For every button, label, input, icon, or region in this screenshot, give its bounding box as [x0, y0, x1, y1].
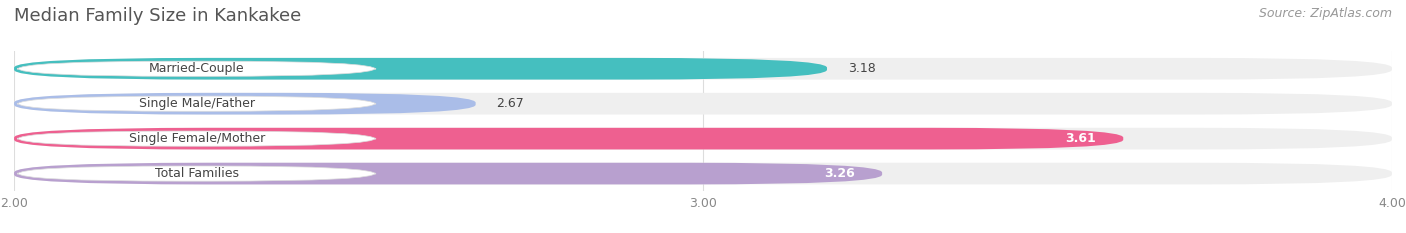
Text: 3.61: 3.61: [1064, 132, 1095, 145]
FancyBboxPatch shape: [14, 163, 882, 185]
Text: Source: ZipAtlas.com: Source: ZipAtlas.com: [1258, 7, 1392, 20]
Text: Married-Couple: Married-Couple: [149, 62, 245, 75]
Text: 3.26: 3.26: [824, 167, 855, 180]
FancyBboxPatch shape: [17, 131, 375, 146]
FancyBboxPatch shape: [17, 166, 375, 181]
Text: Single Male/Father: Single Male/Father: [139, 97, 254, 110]
FancyBboxPatch shape: [14, 128, 1123, 150]
FancyBboxPatch shape: [14, 58, 1392, 80]
FancyBboxPatch shape: [14, 128, 1392, 150]
Text: 2.67: 2.67: [496, 97, 524, 110]
FancyBboxPatch shape: [17, 61, 375, 76]
Text: Total Families: Total Families: [155, 167, 239, 180]
FancyBboxPatch shape: [14, 163, 1392, 185]
Text: Median Family Size in Kankakee: Median Family Size in Kankakee: [14, 7, 301, 25]
FancyBboxPatch shape: [17, 96, 375, 111]
FancyBboxPatch shape: [14, 93, 1392, 115]
FancyBboxPatch shape: [14, 93, 475, 115]
Text: 3.18: 3.18: [848, 62, 876, 75]
FancyBboxPatch shape: [14, 58, 827, 80]
Text: Single Female/Mother: Single Female/Mother: [128, 132, 264, 145]
